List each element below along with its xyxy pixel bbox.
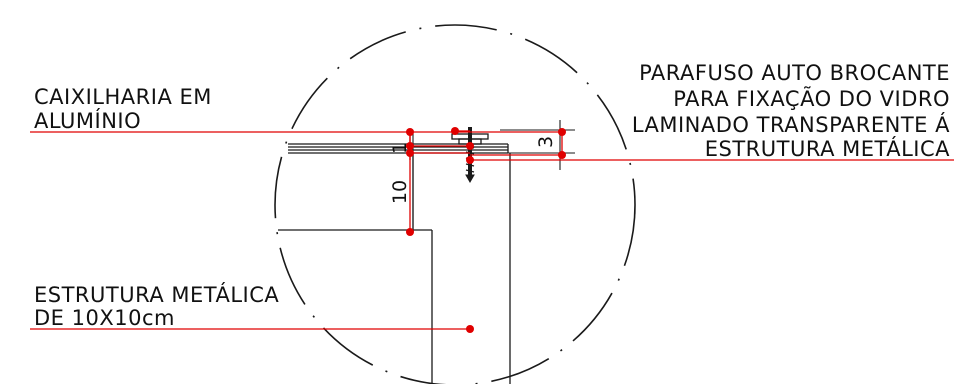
leader-dot bbox=[406, 142, 414, 150]
leader-dot bbox=[466, 325, 474, 333]
label-parafuso-line4: ESTRUTURA METÁLICA bbox=[705, 136, 950, 161]
label-caixilharia-line2: ALUMÍNIO bbox=[34, 108, 141, 133]
leader-dot bbox=[406, 149, 414, 157]
label-estrutura-line2: DE 10X10cm bbox=[34, 306, 175, 330]
label-estrutura-line1: ESTRUTURA METÁLICA bbox=[34, 282, 279, 307]
dim-profile: 10 bbox=[389, 180, 411, 204]
leader-dot bbox=[406, 128, 414, 136]
leader-dot bbox=[466, 142, 474, 150]
leader-dot bbox=[558, 128, 566, 136]
leader-dot bbox=[558, 151, 566, 159]
leader-dot bbox=[466, 156, 474, 164]
label-parafuso-line3: LAMINADO TRANSPARENTE Á bbox=[632, 112, 950, 137]
dim-glass-thickness: 1 bbox=[389, 142, 411, 154]
label-caixilharia-line1: CAIXILHARIA EM bbox=[34, 85, 212, 109]
label-parafuso-line1: PARAFUSO AUTO BROCANTE bbox=[639, 61, 950, 85]
leader-dots bbox=[406, 127, 566, 333]
detail-circle bbox=[274, 24, 636, 384]
label-parafuso-line2: PARA FIXAÇÃO DO VIDRO bbox=[673, 85, 950, 111]
dim-screw-head: 3 bbox=[535, 136, 557, 148]
leader-dot bbox=[451, 127, 459, 135]
leader-dot bbox=[406, 228, 414, 236]
